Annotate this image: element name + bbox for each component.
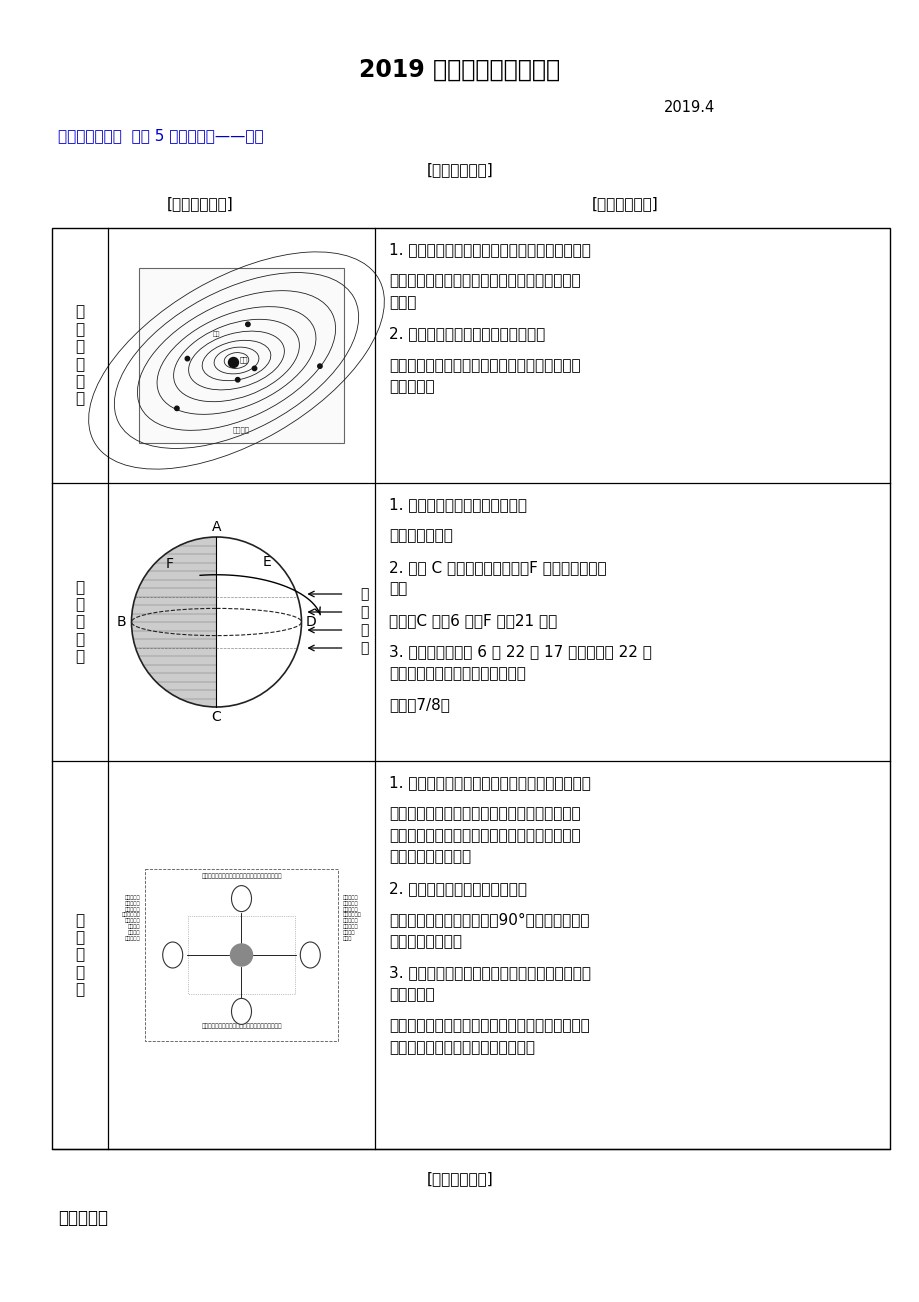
Text: 带范围变小；黄赤交角变小，热带和寒带范围变: 带范围变小；黄赤交角变小，热带和寒带范围变 <box>389 828 580 842</box>
Text: 射点间的纬度差。: 射点间的纬度差。 <box>389 934 461 949</box>
Bar <box>139 268 344 443</box>
Text: 一、选择题: 一、选择题 <box>58 1210 108 1226</box>
Text: 地
球
的
公
转: 地 球 的 公 转 <box>75 913 85 997</box>
Bar <box>144 868 338 1042</box>
Text: 阳: 阳 <box>360 605 369 618</box>
Text: 提示：适宜的温度、液态水的存在、适宜生物生: 提示：适宜的温度、液态水的存在、适宜生物生 <box>389 358 580 372</box>
Text: 光: 光 <box>360 622 369 637</box>
Text: 2. 如何计算某地正午太阳高度？: 2. 如何计算某地正午太阳高度？ <box>389 881 527 896</box>
Text: 3. 此时北京时间为 6 月 22 日 17 时，则同为 22 日: 3. 此时北京时间为 6 月 22 日 17 时，则同为 22 日 <box>389 644 652 660</box>
Text: 太阳直射北
回归线，北
半球：昼最
长，夜最短；
北极圈以北
地区正午
太阳高度
年中最大值: 太阳直射北 回归线，北 半球：昼最 长，夜最短； 北极圈以北 地区正午 太阳高度… <box>122 894 141 940</box>
Text: 存的大气。: 存的大气。 <box>389 379 434 395</box>
Wedge shape <box>131 536 216 707</box>
Text: 1. 该图表示哪个半球的俯视图？: 1. 该图表示哪个半球的俯视图？ <box>389 497 527 512</box>
Text: 楼间距、太阳能热水器倾角的调整。: 楼间距、太阳能热水器倾角的调整。 <box>389 1040 535 1055</box>
Text: D: D <box>306 615 316 629</box>
Wedge shape <box>216 536 301 707</box>
Text: 提示：7/8。: 提示：7/8。 <box>389 698 449 712</box>
Circle shape <box>252 366 256 371</box>
Text: 提示：黄赤交角变大，热带和寒带范围变大，温: 提示：黄赤交角变大，热带和寒带范围变大，温 <box>389 806 580 822</box>
Text: 太
阳: 太 阳 <box>239 945 244 965</box>
Text: 安全。: 安全。 <box>389 296 416 310</box>
Text: 地
球
的
自
转: 地 球 的 自 转 <box>75 579 85 664</box>
Text: 1. 图中体现的地球存在生命的外部条件是什么？: 1. 图中体现的地球存在生命的外部条件是什么？ <box>389 242 590 256</box>
Text: 太阳: 太阳 <box>239 357 248 363</box>
Text: 太阳直射赤道，全球昼夜平分，太阳正东升、正西落: 太阳直射赤道，全球昼夜平分，太阳正东升、正西落 <box>201 1023 281 1029</box>
Text: C: C <box>211 710 221 724</box>
Text: [经典图示串记]: [经典图示串记] <box>166 197 233 211</box>
Text: 太阳直射南
回归线，北
半球：昼最
短，夜最长；
南极圈以南
正午太阳高
度一年中
最小值: 太阳直射南 回归线，北 半球：昼最 短，夜最长； 南极圈以南 正午太阳高 度一年… <box>342 894 360 940</box>
Text: 太: 太 <box>360 587 369 602</box>
Text: F: F <box>165 557 174 572</box>
Text: [主干知识思考]: [主干知识思考] <box>591 197 658 211</box>
Text: 春
分: 春 分 <box>239 889 244 909</box>
Text: 地球: 地球 <box>212 332 220 337</box>
Text: E: E <box>263 556 272 569</box>
Text: [串忆基础知识]: [串忆基础知识] <box>426 161 493 177</box>
Ellipse shape <box>163 943 183 967</box>
Text: 的范围占全球面积的比例是多少？: 的范围占全球面积的比例是多少？ <box>389 667 526 681</box>
Text: B: B <box>117 615 126 629</box>
Text: 寒假作业（一）  打牢 5 大地理基础——地球: 寒假作业（一） 打牢 5 大地理基础——地球 <box>58 128 264 143</box>
Ellipse shape <box>232 999 251 1025</box>
Text: 宇
宙
中
的
地
球: 宇 宙 中 的 地 球 <box>75 305 85 406</box>
Text: 秋
分: 秋 分 <box>239 1001 244 1021</box>
Ellipse shape <box>232 885 251 911</box>
Text: 哪些方面？: 哪些方面？ <box>389 987 434 1003</box>
Text: 2019.4: 2019.4 <box>664 100 715 115</box>
Text: 冬
至: 冬 至 <box>308 945 312 965</box>
Text: 2. 地球存在生命的内部条件是什么？: 2. 地球存在生命的内部条件是什么？ <box>389 327 545 341</box>
Circle shape <box>245 322 250 327</box>
Text: 小，温带范围变大。: 小，温带范围变大。 <box>389 849 471 865</box>
Text: 线: 线 <box>360 641 369 655</box>
Text: [双基能力测评]: [双基能力测评] <box>426 1170 493 1186</box>
Text: 提示：大小行星各行其道，互不干扰，宇宙环境: 提示：大小行星各行其道，互不干扰，宇宙环境 <box>389 273 580 289</box>
Text: 1. 黄赤交角的变化对五带范围产生怎样的影响？: 1. 黄赤交角的变化对五带范围产生怎样的影响？ <box>389 775 590 790</box>
Circle shape <box>235 378 240 381</box>
Text: 夏
至: 夏 至 <box>170 945 175 965</box>
Text: 提示：某地正午太阳高度＝90°－该地和太阳直: 提示：某地正午太阳高度＝90°－该地和太阳直 <box>389 913 589 927</box>
Circle shape <box>175 406 179 410</box>
Circle shape <box>317 365 322 368</box>
Circle shape <box>185 357 189 361</box>
Text: 提示：确定地方时；确定房屋的朝向；确定楼高、: 提示：确定地方时；确定房屋的朝向；确定楼高、 <box>389 1018 589 1034</box>
Text: 彗星轨道: 彗星轨道 <box>233 426 250 434</box>
Text: 3. 正午太阳高度在日常生活中的应用主要表现在: 3. 正午太阳高度在日常生活中的应用主要表现在 <box>389 966 590 980</box>
Text: A: A <box>211 519 221 534</box>
Bar <box>52 228 889 1148</box>
Text: 太阳直射赤道，全球昼夜平分，太阳正东升、正西落: 太阳直射赤道，全球昼夜平分，太阳正东升、正西落 <box>201 874 281 879</box>
Text: 2019 年精品地理学习资料: 2019 年精品地理学习资料 <box>359 59 560 82</box>
Text: 2. 此时 C 点的地方时是几时，F 点的地方时是几: 2. 此时 C 点的地方时是几时，F 点的地方时是几 <box>389 560 606 575</box>
Circle shape <box>228 358 238 367</box>
Text: 提示：C 点：6 时；F 点：21 时。: 提示：C 点：6 时；F 点：21 时。 <box>389 613 557 628</box>
Bar <box>188 917 294 993</box>
Ellipse shape <box>300 943 320 967</box>
Text: 提示：北半球。: 提示：北半球。 <box>389 529 452 543</box>
Text: 时？: 时？ <box>389 582 407 596</box>
Circle shape <box>231 944 252 966</box>
